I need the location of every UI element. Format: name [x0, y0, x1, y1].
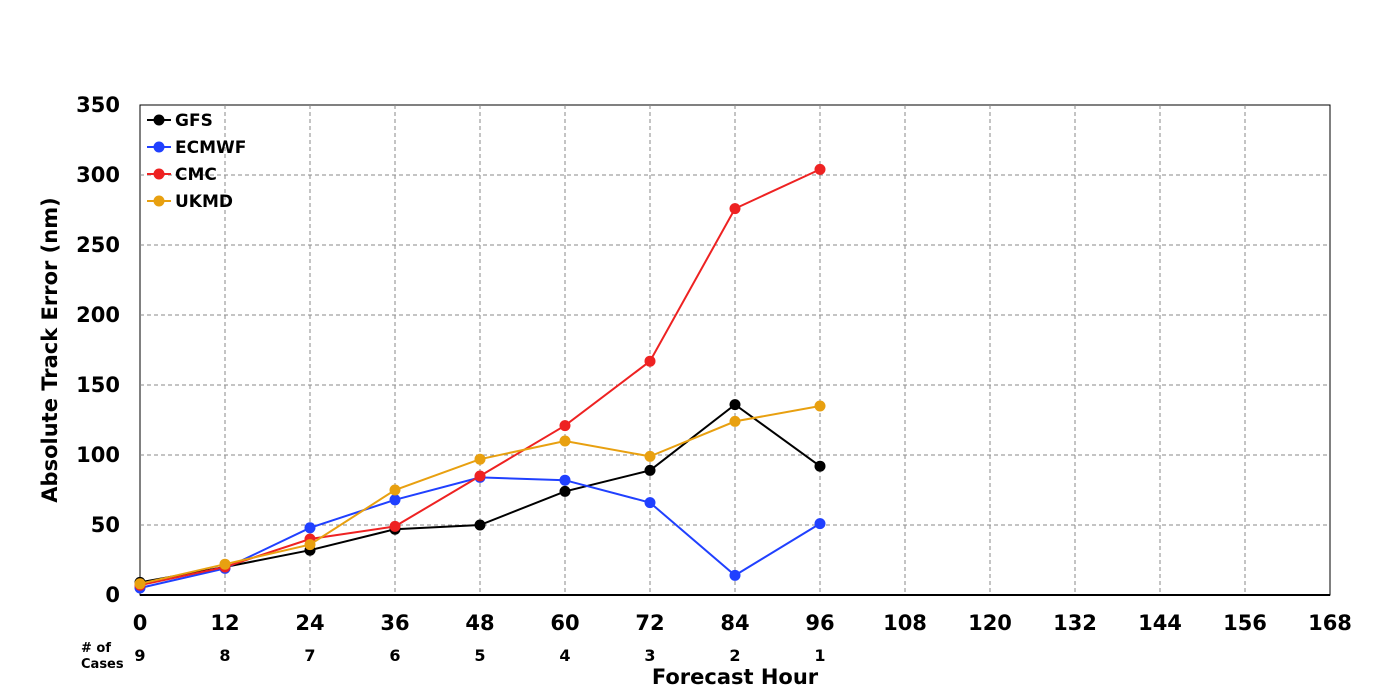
- data-point: [814, 518, 826, 530]
- series-ukmd: [134, 400, 826, 590]
- data-point: [644, 450, 656, 462]
- data-point: [474, 470, 486, 482]
- legend-item-ukmd: UKMD: [147, 192, 233, 212]
- case-count: 1: [814, 646, 825, 665]
- y-tick-label: 50: [91, 513, 120, 537]
- data-point: [559, 474, 571, 486]
- legend-label: GFS: [175, 111, 213, 131]
- y-tick-label: 150: [76, 373, 120, 397]
- case-count: 4: [559, 646, 570, 665]
- legend-label: ECMWF: [175, 138, 246, 158]
- data-point: [474, 453, 486, 465]
- x-tick-label: 156: [1223, 611, 1267, 635]
- series-layer: [134, 163, 826, 594]
- x-axis-label: Forecast Hour: [652, 665, 819, 689]
- y-tick-labels: 0 50 100 150 200 250 300 350: [76, 93, 120, 607]
- case-count: 5: [474, 646, 485, 665]
- x-tick-label: 60: [550, 611, 579, 635]
- data-point: [389, 494, 401, 506]
- case-count: 2: [729, 646, 740, 665]
- data-point: [389, 484, 401, 496]
- legend-marker: [153, 195, 165, 207]
- x-tick-label: 0: [133, 611, 148, 635]
- y-tick-label: 100: [76, 443, 120, 467]
- legend-marker: [153, 114, 165, 126]
- legend-item-ecmwf: ECMWF: [147, 138, 246, 158]
- x-tick-label: 144: [1138, 611, 1182, 635]
- data-point: [559, 435, 571, 447]
- data-point: [729, 203, 741, 215]
- x-tick-label: 36: [380, 611, 409, 635]
- legend-marker: [153, 168, 165, 180]
- data-point: [304, 539, 316, 551]
- case-count: 3: [644, 646, 655, 665]
- data-point: [389, 520, 401, 532]
- y-tick-label: 0: [105, 583, 120, 607]
- x-tick-label: 96: [805, 611, 834, 635]
- case-count: 7: [304, 646, 315, 665]
- data-point: [474, 519, 486, 531]
- legend-item-gfs: GFS: [147, 111, 213, 131]
- case-count: 6: [389, 646, 400, 665]
- legend-marker: [153, 141, 165, 153]
- x-tick-label: 72: [635, 611, 664, 635]
- x-tick-label: 84: [720, 611, 749, 635]
- x-tick-label: 48: [465, 611, 494, 635]
- y-axis-label: Absolute Track Error (nm): [38, 197, 62, 502]
- y-tick-label: 250: [76, 233, 120, 257]
- x-tick-label: 12: [210, 611, 239, 635]
- data-point: [729, 415, 741, 427]
- x-tick-label: 168: [1308, 611, 1352, 635]
- data-point: [134, 578, 146, 590]
- legend-item-cmc: CMC: [147, 165, 217, 185]
- grid-lines: [140, 105, 1330, 595]
- data-point: [814, 460, 826, 472]
- legend-label: CMC: [175, 165, 217, 185]
- x-tick-labels: 0 12 24 36 48 60 72 84 96 108 120 132 144 156 168: [133, 611, 1352, 635]
- data-point: [729, 399, 741, 411]
- data-point: [729, 569, 741, 581]
- data-point: [219, 558, 231, 570]
- y-tick-label: 350: [76, 93, 120, 117]
- legend: GFS ECMWF CMC UKMD: [147, 111, 246, 212]
- y-tick-label: 200: [76, 303, 120, 327]
- data-point: [559, 420, 571, 432]
- data-point: [644, 355, 656, 367]
- x-tick-label: 108: [883, 611, 927, 635]
- data-point: [644, 464, 656, 476]
- case-count: 9: [134, 646, 145, 665]
- x-tick-label: 120: [968, 611, 1012, 635]
- data-point: [814, 400, 826, 412]
- cases-label-line2: Cases: [81, 657, 124, 672]
- data-point: [814, 163, 826, 175]
- y-tick-label: 300: [76, 163, 120, 187]
- x-tick-label: 132: [1053, 611, 1097, 635]
- legend-label: UKMD: [175, 192, 233, 212]
- x-tick-label: 24: [295, 611, 324, 635]
- case-count: 8: [219, 646, 230, 665]
- data-point: [304, 522, 316, 534]
- data-point: [644, 497, 656, 509]
- data-point: [559, 485, 571, 497]
- cases-label-line1: # of: [81, 641, 111, 656]
- cases-row: # of Cases 9 8 7 6 5 4 3 2 1: [81, 641, 826, 672]
